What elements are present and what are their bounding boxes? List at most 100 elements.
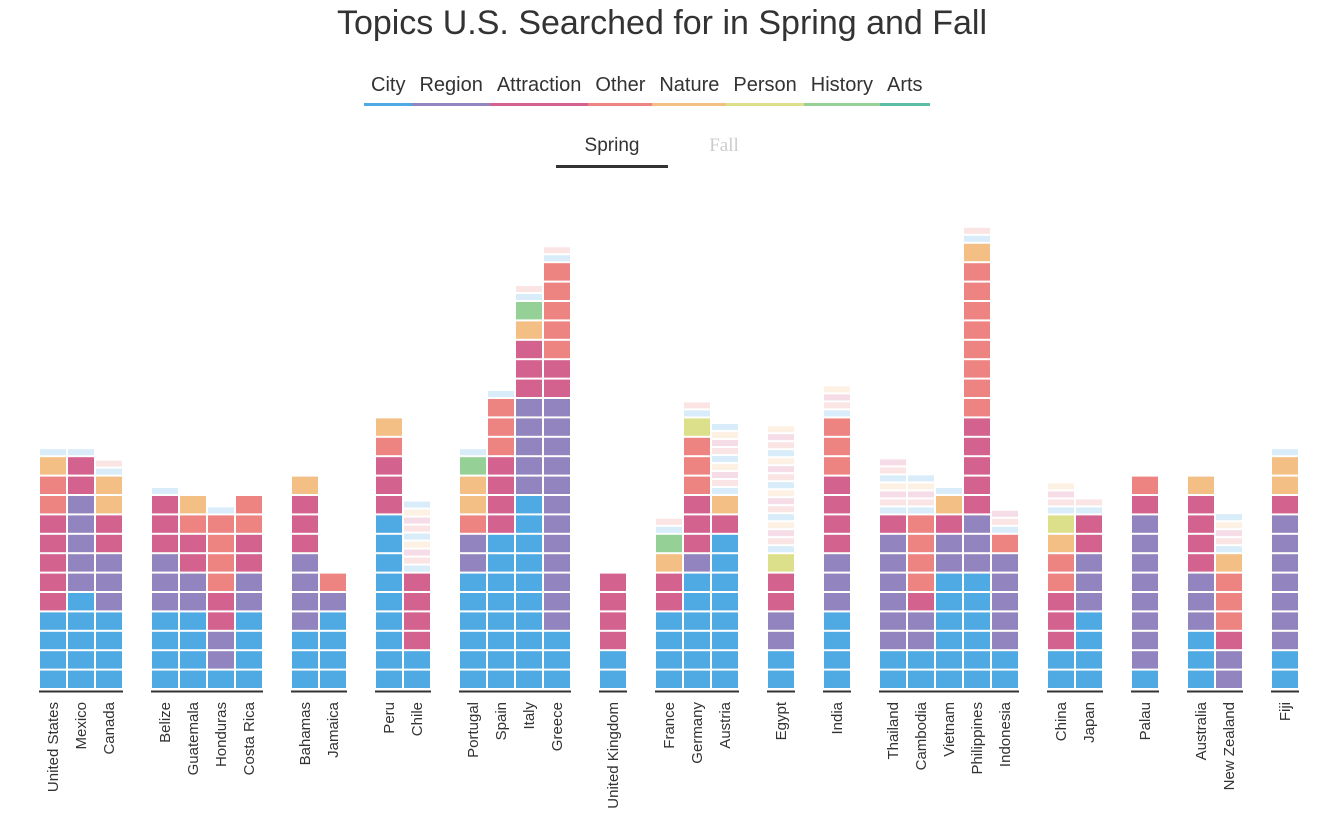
bar-block[interactable] — [964, 340, 990, 359]
bar-block[interactable] — [992, 573, 1018, 591]
bar-block[interactable] — [1076, 573, 1102, 591]
bar-block[interactable] — [936, 573, 962, 591]
bar-block[interactable] — [376, 554, 402, 572]
bar-block[interactable] — [964, 282, 990, 300]
bar-block[interactable] — [460, 631, 486, 650]
bar-block[interactable] — [488, 593, 514, 611]
bar-block[interactable] — [824, 670, 850, 688]
bar-block[interactable] — [1048, 593, 1074, 611]
bar-block-faded[interactable] — [768, 466, 794, 473]
bar-block[interactable] — [824, 593, 850, 611]
bar-block[interactable] — [768, 554, 794, 572]
bar-block[interactable] — [488, 457, 514, 475]
bar-block[interactable] — [488, 399, 514, 417]
bar-block-faded[interactable] — [824, 394, 850, 401]
bar-block[interactable] — [1076, 593, 1102, 611]
bar-block[interactable] — [1272, 534, 1298, 553]
bar-block[interactable] — [1132, 612, 1158, 630]
bar-block[interactable] — [1188, 554, 1214, 572]
bar-block-faded[interactable] — [768, 506, 794, 513]
bar-block[interactable] — [40, 593, 66, 611]
bar-block[interactable] — [936, 612, 962, 630]
bar-block[interactable] — [460, 554, 486, 572]
bar-block-faded[interactable] — [684, 410, 710, 417]
bar-block[interactable] — [992, 612, 1018, 630]
bar-block[interactable] — [936, 593, 962, 611]
bar-block[interactable] — [1048, 651, 1074, 669]
bar-block-faded[interactable] — [992, 510, 1018, 517]
bar-block[interactable] — [768, 573, 794, 591]
bar-block[interactable] — [1188, 515, 1214, 533]
bar-block[interactable] — [96, 651, 122, 669]
bar-block-faded[interactable] — [992, 518, 1018, 525]
bar-block[interactable] — [600, 651, 626, 669]
bar-block-faded[interactable] — [768, 474, 794, 481]
bar-block[interactable] — [964, 631, 990, 650]
bar-block[interactable] — [180, 612, 206, 630]
bar-block[interactable] — [180, 670, 206, 688]
bar-block[interactable] — [68, 573, 94, 591]
bar-block-faded[interactable] — [404, 565, 430, 572]
bar-block[interactable] — [712, 515, 738, 533]
bar-block[interactable] — [516, 612, 542, 630]
bar-block-faded[interactable] — [544, 255, 570, 262]
bar-block[interactable] — [180, 496, 206, 514]
bar-block[interactable] — [460, 476, 486, 494]
bar-block[interactable] — [880, 670, 906, 688]
bar-block[interactable] — [1272, 631, 1298, 650]
bar-block[interactable] — [908, 593, 934, 611]
bar-block-faded[interactable] — [1216, 546, 1242, 553]
bar-block[interactable] — [1076, 631, 1102, 650]
bar-block[interactable] — [544, 302, 570, 320]
bar-block[interactable] — [292, 631, 318, 650]
bar-block[interactable] — [712, 612, 738, 630]
bar-block[interactable] — [488, 476, 514, 494]
bar-block-faded[interactable] — [712, 448, 738, 454]
bar-block[interactable] — [712, 573, 738, 591]
bar-block[interactable] — [40, 496, 66, 514]
bar-block[interactable] — [516, 593, 542, 611]
bar-block[interactable] — [68, 612, 94, 630]
bar-block[interactable] — [964, 457, 990, 475]
bar-block[interactable] — [40, 534, 66, 553]
bar-block[interactable] — [964, 243, 990, 262]
bar-block[interactable] — [964, 302, 990, 320]
bar-block[interactable] — [292, 593, 318, 611]
bar-block[interactable] — [544, 534, 570, 553]
bar-block[interactable] — [768, 670, 794, 688]
bar-block-faded[interactable] — [1216, 530, 1242, 537]
bar-block[interactable] — [404, 651, 430, 669]
tab-nature[interactable]: Nature — [652, 74, 727, 106]
bar-block[interactable] — [460, 593, 486, 611]
bar-block[interactable] — [376, 612, 402, 630]
bar-block[interactable] — [824, 457, 850, 475]
bar-block[interactable] — [292, 534, 318, 553]
bar-block[interactable] — [460, 670, 486, 688]
bar-block[interactable] — [908, 670, 934, 688]
tab-person[interactable]: Person — [726, 74, 804, 106]
bar-block[interactable] — [1132, 496, 1158, 514]
bar-block[interactable] — [964, 612, 990, 630]
bar-block[interactable] — [516, 534, 542, 553]
bar-block[interactable] — [96, 593, 122, 611]
bar-block[interactable] — [656, 573, 682, 591]
bar-block[interactable] — [488, 534, 514, 553]
bar-block-faded[interactable] — [880, 459, 906, 466]
bar-block[interactable] — [992, 651, 1018, 669]
bar-block[interactable] — [1272, 496, 1298, 514]
bar-block[interactable] — [292, 476, 318, 494]
bar-block[interactable] — [656, 612, 682, 630]
bar-block[interactable] — [292, 651, 318, 669]
bar-block[interactable] — [460, 496, 486, 514]
bar-block[interactable] — [964, 573, 990, 591]
bar-block-faded[interactable] — [908, 491, 934, 498]
bar-block[interactable] — [1188, 612, 1214, 630]
bar-block-faded[interactable] — [656, 518, 682, 525]
bar-block[interactable] — [208, 670, 234, 688]
bar-block[interactable] — [320, 670, 346, 688]
bar-block[interactable] — [236, 631, 262, 650]
bar-block[interactable] — [96, 496, 122, 514]
bar-block[interactable] — [516, 340, 542, 359]
bar-block[interactable] — [964, 263, 990, 281]
bar-block[interactable] — [964, 360, 990, 378]
